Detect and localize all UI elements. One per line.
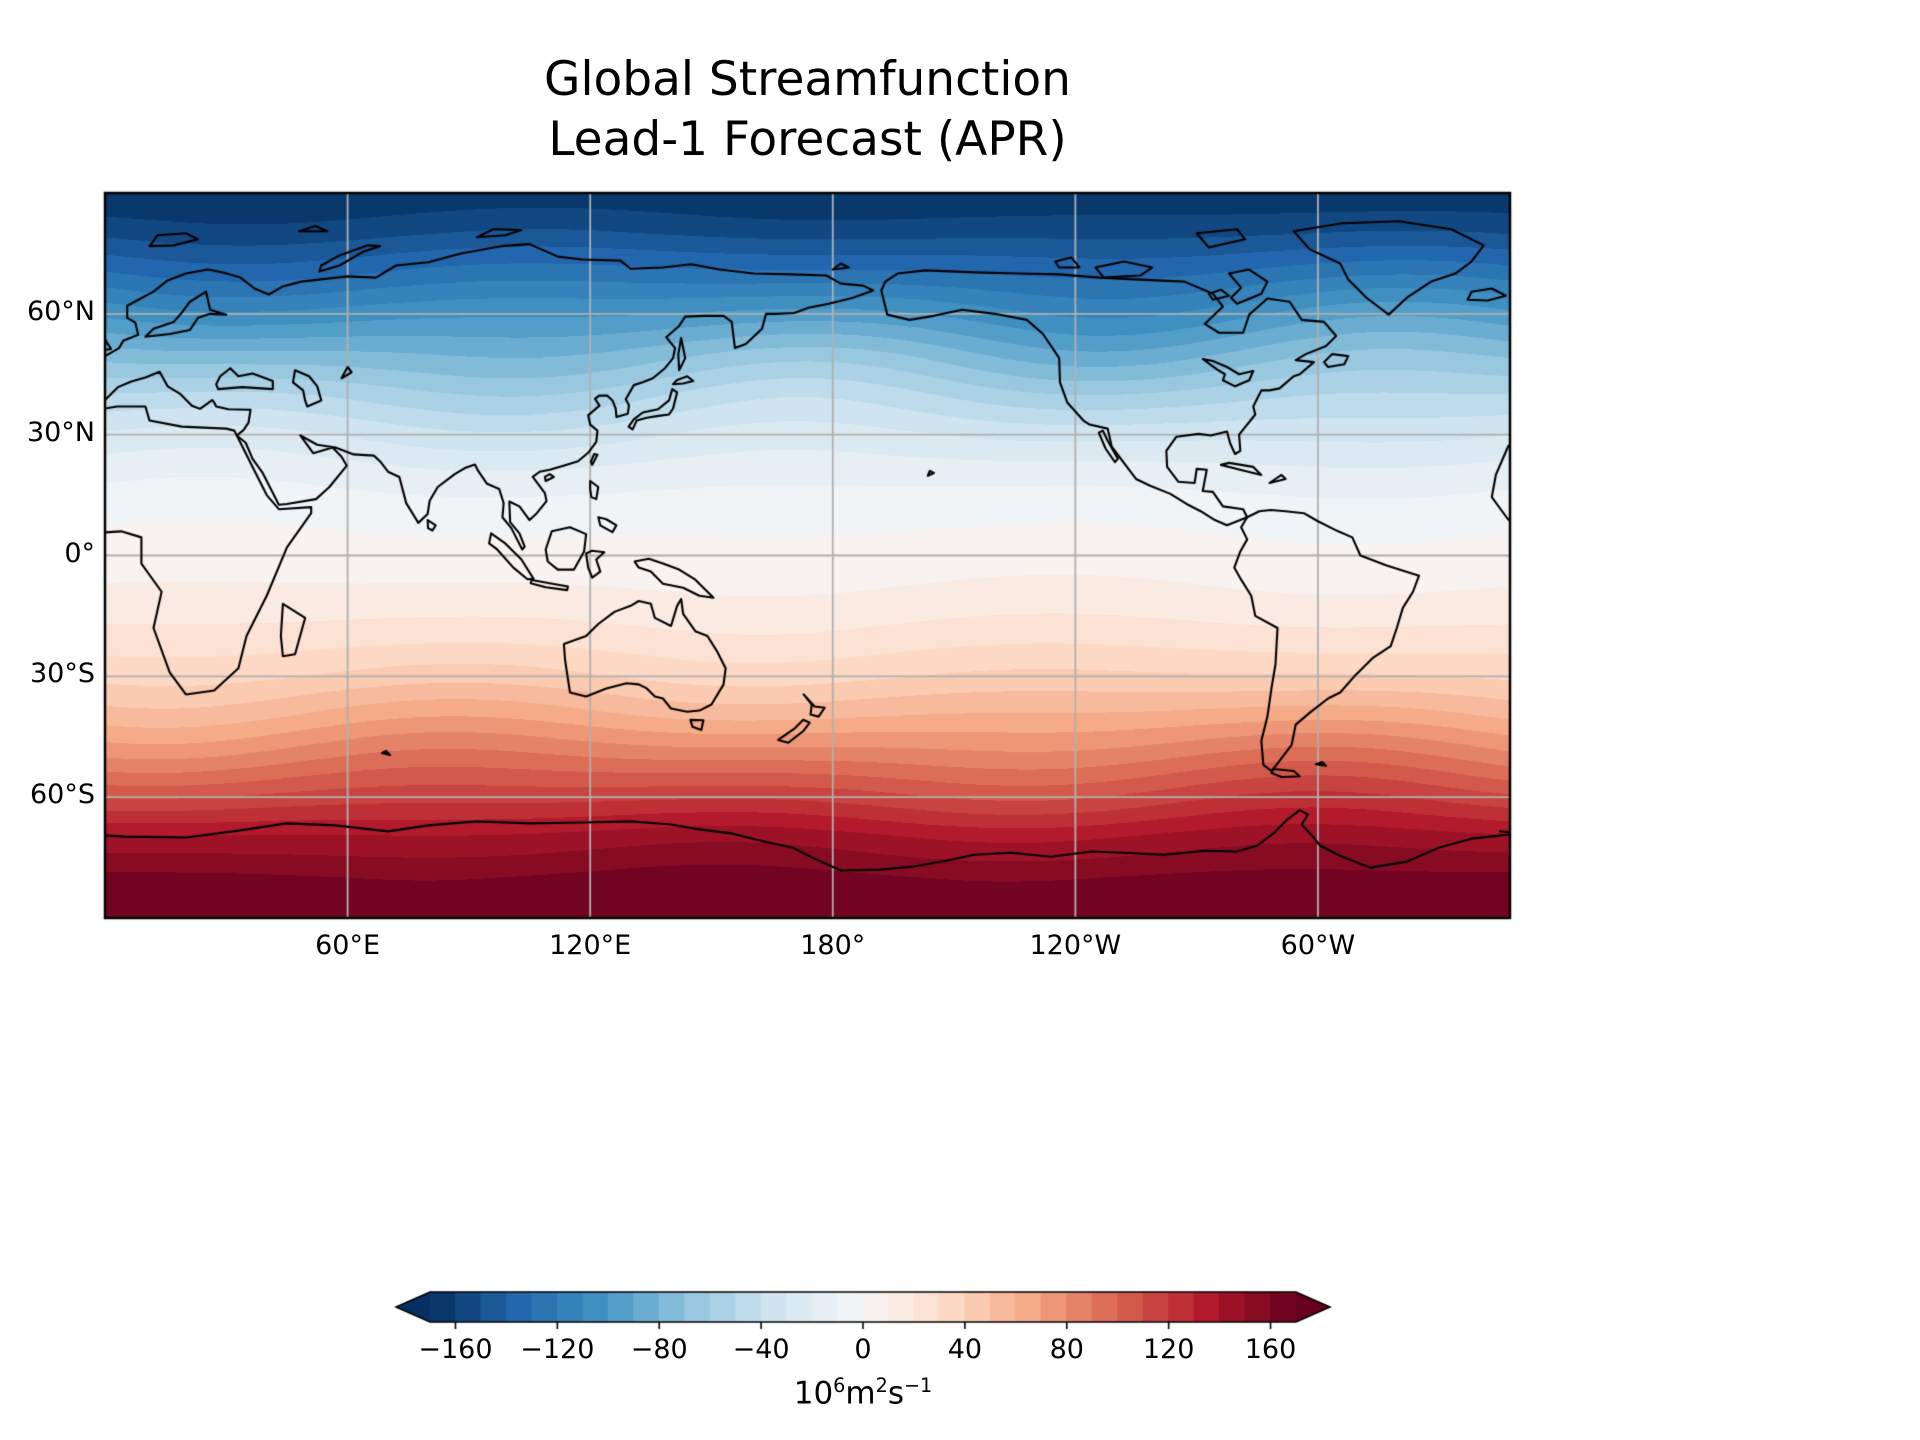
unit-m: m <box>845 1375 876 1412</box>
unit-coef: 10 <box>793 1375 834 1412</box>
map-plot-area <box>105 193 1510 918</box>
x-tick-label: 180° <box>800 930 866 961</box>
colorbar <box>396 1292 1332 1322</box>
unit-coef-exp: 6 <box>833 1374 846 1397</box>
colorbar-tick-label: 160 <box>1244 1334 1297 1365</box>
colorbar-tick-label: 120 <box>1142 1334 1195 1365</box>
colorbar-tick-label: −80 <box>630 1334 688 1365</box>
colorbar-tick-label: −120 <box>520 1334 595 1365</box>
unit-m-exp: 2 <box>875 1374 888 1397</box>
unit-s: s <box>887 1375 904 1412</box>
colorbar-unit-label: 106m2s−1 <box>794 1374 933 1411</box>
colorbar-tick-label: 80 <box>1049 1334 1084 1365</box>
y-tick-label: 30°N <box>26 416 95 448</box>
chart-title: Global Streamfunction Lead-1 Forecast (A… <box>105 50 1510 170</box>
y-tick-label: 0° <box>64 537 95 569</box>
colorbar-tick-label: 0 <box>854 1334 872 1365</box>
y-tick-label: 60°N <box>26 295 95 327</box>
chart-title-line2: Lead-1 Forecast (APR) <box>548 112 1067 168</box>
unit-s-exp: −1 <box>903 1374 933 1397</box>
x-tick-label: 120°E <box>549 930 632 961</box>
y-tick-label: 60°S <box>30 779 95 811</box>
x-tick-label: 60°E <box>315 930 381 961</box>
colorbar-tick-label: −40 <box>732 1334 790 1365</box>
y-tick-label: 30°S <box>30 658 95 690</box>
x-tick-label: 120°W <box>1029 930 1122 961</box>
colorbar-tick-label: 40 <box>947 1334 983 1365</box>
x-tick-label: 60°W <box>1280 930 1356 961</box>
chart-title-line1: Global Streamfunction <box>544 52 1071 107</box>
colorbar-tick-label: −160 <box>418 1334 493 1365</box>
